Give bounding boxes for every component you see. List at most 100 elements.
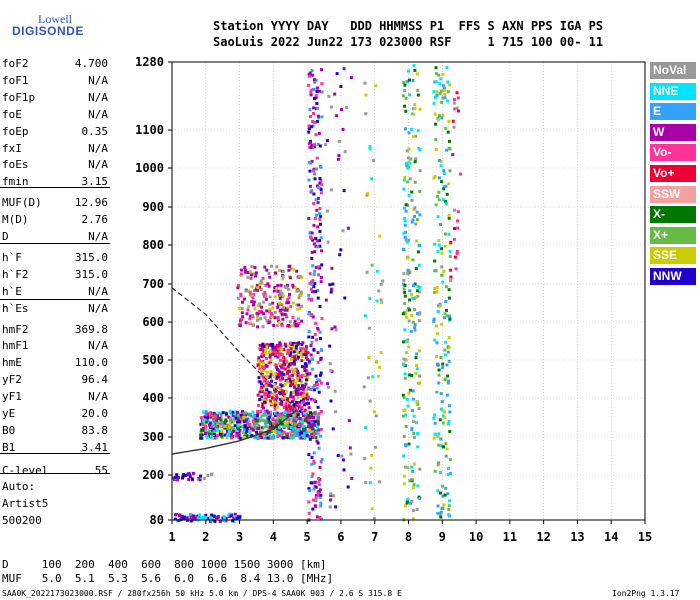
echo-point xyxy=(330,327,334,331)
echo-point xyxy=(251,425,255,429)
echo-point xyxy=(407,391,411,395)
echo-point xyxy=(267,350,271,354)
echo-point xyxy=(210,434,213,438)
echo-point xyxy=(239,292,243,296)
echo-point xyxy=(236,286,240,290)
echo-point xyxy=(290,422,294,426)
echo-point xyxy=(314,198,318,202)
profile-dashed-line xyxy=(171,287,298,411)
echo-point xyxy=(268,353,272,356)
echo-point xyxy=(307,387,311,391)
echo-point xyxy=(417,147,421,151)
echo-point xyxy=(413,103,417,107)
echo-point xyxy=(227,415,231,419)
echo-point xyxy=(273,352,277,356)
echo-point xyxy=(259,317,262,321)
echo-point xyxy=(317,432,321,436)
echo-point xyxy=(300,373,304,377)
echo-point xyxy=(270,402,274,405)
echo-point xyxy=(292,385,296,389)
echo-point xyxy=(368,399,372,403)
echo-point xyxy=(248,431,252,434)
echo-point xyxy=(434,324,438,328)
echo-point xyxy=(413,328,417,332)
y-tick-label: 80 xyxy=(150,513,164,527)
echo-point xyxy=(272,374,276,378)
echo-point xyxy=(295,303,299,307)
echo-point xyxy=(314,436,318,440)
echo-point xyxy=(290,342,294,346)
echo-point xyxy=(317,390,321,394)
echo-point xyxy=(414,157,418,161)
echo-point xyxy=(265,318,269,322)
echo-point xyxy=(405,397,409,401)
echo-point xyxy=(447,508,451,511)
echo-point xyxy=(345,106,349,109)
echo-point xyxy=(282,425,286,428)
echo-point xyxy=(288,341,292,345)
echo-point xyxy=(406,309,410,312)
echo-point xyxy=(221,411,225,415)
echo-point xyxy=(334,505,338,509)
echo-point xyxy=(433,338,437,342)
echo-point xyxy=(288,408,292,412)
echo-point xyxy=(296,428,300,432)
echo-point xyxy=(446,99,450,103)
echo-point xyxy=(411,486,415,490)
echo-point xyxy=(263,409,267,413)
echo-point xyxy=(242,420,246,424)
echo-point xyxy=(343,296,347,300)
echo-point xyxy=(222,516,226,519)
legend-item: NoVal xyxy=(650,62,696,79)
echo-point xyxy=(439,89,443,93)
echo-point xyxy=(233,424,237,428)
echo-point xyxy=(377,289,381,293)
echo-point xyxy=(224,516,228,520)
echo-point xyxy=(227,432,231,436)
echo-point xyxy=(403,176,407,179)
echo-point xyxy=(440,265,444,269)
echo-point xyxy=(259,434,263,437)
echo-point xyxy=(246,289,250,293)
echo-point xyxy=(412,431,416,435)
echo-point xyxy=(437,243,441,247)
echo-point xyxy=(333,325,337,329)
echo-point xyxy=(260,352,264,356)
echo-point xyxy=(275,396,279,400)
echo-point xyxy=(446,467,450,471)
echo-point xyxy=(302,414,306,417)
echo-point xyxy=(273,391,277,395)
param-label: foE xyxy=(2,107,22,121)
echo-point xyxy=(318,379,322,383)
echo-point xyxy=(315,119,319,123)
echo-point xyxy=(262,366,266,370)
echo-point xyxy=(347,419,351,423)
echo-point xyxy=(221,421,225,425)
echo-point xyxy=(271,301,275,305)
echo-point xyxy=(308,425,312,429)
echo-point xyxy=(304,364,308,368)
echo-point xyxy=(275,402,279,406)
echo-point xyxy=(287,287,291,291)
echo-point xyxy=(302,353,306,357)
echo-point xyxy=(443,377,447,381)
echo-point xyxy=(311,264,315,268)
echo-point xyxy=(291,324,295,328)
echo-point xyxy=(317,428,321,432)
echo-point xyxy=(264,357,268,360)
echo-point xyxy=(412,134,416,138)
echo-point xyxy=(310,429,314,433)
echo-point xyxy=(186,472,190,476)
echo-point xyxy=(312,498,315,502)
echo-point xyxy=(315,386,319,390)
echo-point xyxy=(215,433,219,437)
echo-point xyxy=(434,72,438,76)
echo-point xyxy=(272,289,276,293)
echo-point xyxy=(238,436,242,440)
echo-point xyxy=(288,415,292,419)
param-value: 110.0 xyxy=(74,356,108,370)
echo-point xyxy=(418,190,422,193)
echo-point xyxy=(239,272,243,276)
echo-point xyxy=(293,368,297,372)
echo-point xyxy=(283,342,287,346)
